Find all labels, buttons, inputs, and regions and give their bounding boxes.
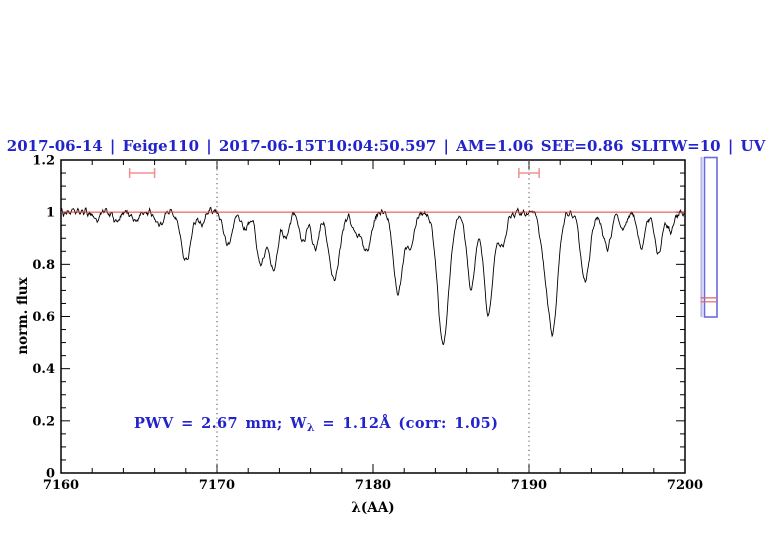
pwv-annotation-suffix: = 1.12Å (corr: 1.05)	[315, 414, 498, 432]
y-tick-label: 0.6	[32, 310, 55, 325]
x-tick-label: 7160	[43, 478, 79, 493]
x-axis-label: λ(AA)	[351, 500, 394, 516]
y-tick-label: 0.2	[32, 414, 55, 429]
side-panel-outline	[703, 156, 718, 318]
x-tick-label: 7190	[511, 478, 547, 493]
y-tick-label: 0	[46, 467, 55, 482]
x-tick-label: 7180	[355, 478, 391, 493]
pwv-annotation-subscript: λ	[307, 421, 315, 434]
y-axis-label: norm. flux	[15, 276, 31, 354]
absorption-spectrum-path	[61, 206, 685, 346]
x-tick-label: 7200	[667, 478, 703, 493]
pwv-annotation: PWV = 2.67 mm; Wλ = 1.12Å (corr: 1.05)	[134, 414, 498, 434]
y-tick-label: 0.4	[32, 362, 55, 377]
y-tick-label: 1.2	[32, 154, 55, 169]
spectrum-trace	[61, 206, 685, 346]
x-tick-label: 7170	[199, 478, 235, 493]
pwv-annotation-prefix: PWV = 2.67 mm; W	[134, 415, 307, 432]
axes: 7160 7170 7180 7190 7200 0 0.2 0.4 0.6 0.8 1 1.2	[32, 154, 703, 494]
side-indicator-panel	[700, 156, 718, 318]
y-tick-label: 0.8	[32, 258, 55, 273]
interval-markers	[128, 168, 540, 179]
dotted-guide-lines	[216, 160, 530, 473]
plot-title: 2017-06-14 | Feige110 | 2017-06-15T10:04…	[7, 137, 766, 155]
y-tick-label: 1	[46, 206, 55, 221]
